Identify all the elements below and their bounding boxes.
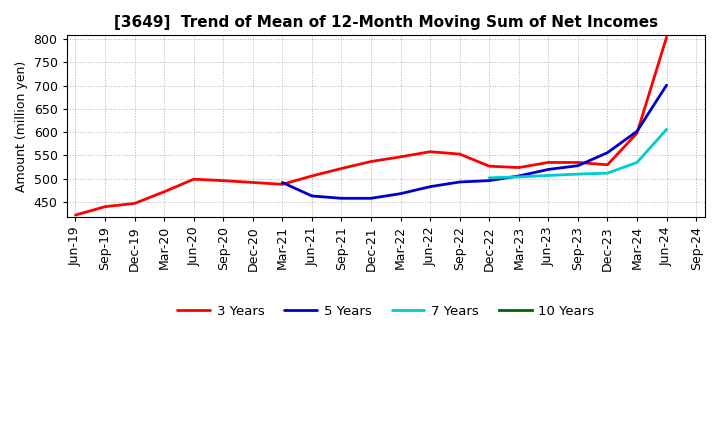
5 Years xyxy=(485,178,493,183)
5 Years xyxy=(455,180,464,185)
3 Years xyxy=(160,189,168,194)
7 Years xyxy=(662,127,671,132)
5 Years xyxy=(603,150,612,155)
3 Years xyxy=(396,154,405,160)
3 Years xyxy=(662,35,671,40)
3 Years xyxy=(455,151,464,157)
Y-axis label: Amount (million yen): Amount (million yen) xyxy=(15,61,28,192)
Line: 3 Years: 3 Years xyxy=(76,37,667,215)
5 Years xyxy=(633,128,642,134)
5 Years xyxy=(278,180,287,185)
3 Years xyxy=(130,201,139,206)
7 Years xyxy=(633,160,642,165)
3 Years xyxy=(485,164,493,169)
3 Years xyxy=(71,213,80,218)
7 Years xyxy=(574,172,582,177)
Legend: 3 Years, 5 Years, 7 Years, 10 Years: 3 Years, 5 Years, 7 Years, 10 Years xyxy=(172,300,600,324)
7 Years xyxy=(515,174,523,180)
3 Years xyxy=(603,162,612,167)
3 Years xyxy=(574,160,582,165)
5 Years xyxy=(662,83,671,88)
3 Years xyxy=(101,204,109,209)
5 Years xyxy=(426,184,434,189)
5 Years xyxy=(366,196,375,201)
3 Years xyxy=(337,166,346,171)
3 Years xyxy=(248,180,257,185)
5 Years xyxy=(396,191,405,196)
7 Years xyxy=(603,171,612,176)
3 Years xyxy=(426,149,434,154)
Title: [3649]  Trend of Mean of 12-Month Moving Sum of Net Incomes: [3649] Trend of Mean of 12-Month Moving … xyxy=(114,15,658,30)
3 Years xyxy=(633,131,642,136)
3 Years xyxy=(515,165,523,170)
Line: 5 Years: 5 Years xyxy=(282,85,667,198)
3 Years xyxy=(278,182,287,187)
5 Years xyxy=(574,163,582,169)
3 Years xyxy=(366,159,375,164)
3 Years xyxy=(189,176,198,182)
5 Years xyxy=(337,196,346,201)
5 Years xyxy=(544,167,553,172)
7 Years xyxy=(485,175,493,180)
3 Years xyxy=(307,173,316,179)
5 Years xyxy=(307,193,316,198)
Line: 7 Years: 7 Years xyxy=(489,129,667,178)
3 Years xyxy=(219,178,228,183)
7 Years xyxy=(544,173,553,178)
3 Years xyxy=(544,160,553,165)
5 Years xyxy=(515,173,523,179)
